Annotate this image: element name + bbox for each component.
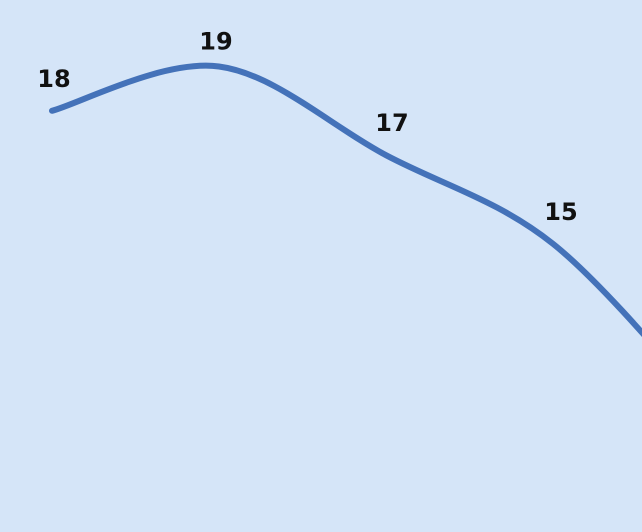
data-label-0: 18 — [37, 65, 70, 93]
data-label-3: 15 — [544, 198, 577, 226]
data-labels: 18 19 17 15 — [37, 28, 577, 226]
data-label-1: 19 — [199, 28, 232, 56]
data-label-2: 17 — [375, 109, 408, 137]
series-line — [49, 62, 642, 338]
